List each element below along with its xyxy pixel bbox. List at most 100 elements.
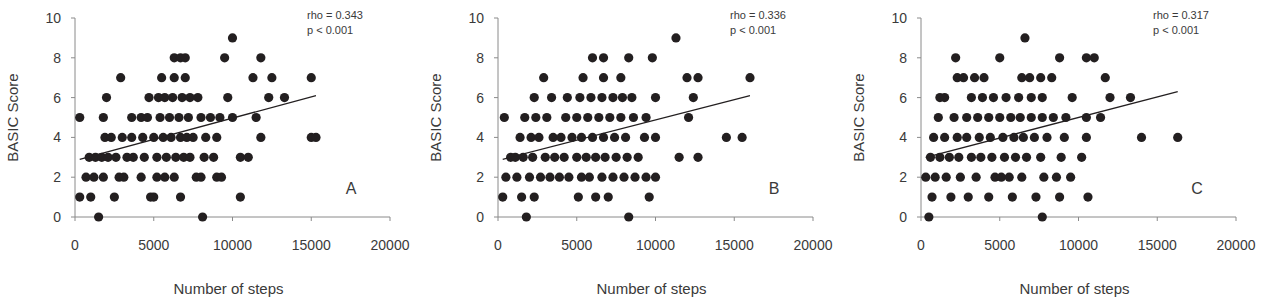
point: [629, 113, 638, 122]
point: [171, 153, 180, 162]
x-tick-label: 0: [494, 237, 502, 253]
point: [1101, 73, 1110, 82]
point: [619, 173, 628, 182]
point: [942, 173, 951, 182]
point: [1049, 113, 1058, 122]
point: [987, 153, 996, 162]
point: [1027, 113, 1036, 122]
point: [599, 53, 608, 62]
point: [1066, 173, 1075, 182]
y-tick: [71, 18, 75, 19]
x-axis-label: Number of steps: [596, 280, 706, 297]
y-tick-label: 6: [476, 90, 484, 106]
x-tick: [655, 217, 656, 221]
point: [520, 113, 529, 122]
point: [605, 113, 614, 122]
point: [1057, 153, 1066, 162]
x-tick: [75, 217, 76, 221]
point: [1005, 173, 1014, 182]
point: [959, 73, 968, 82]
point: [244, 153, 253, 162]
point: [512, 173, 521, 182]
point: [539, 73, 548, 82]
x-tick: [1236, 217, 1237, 221]
point: [561, 113, 570, 122]
point: [530, 193, 539, 202]
point: [956, 173, 965, 182]
x-tick: [999, 217, 1000, 221]
point: [522, 212, 531, 221]
y-tick: [494, 97, 498, 98]
point: [307, 73, 316, 82]
point: [530, 93, 539, 102]
point: [201, 133, 210, 142]
point: [1017, 73, 1026, 82]
point: [228, 33, 237, 42]
point: [641, 113, 650, 122]
x-tick-label: 10000: [213, 237, 252, 253]
point: [1126, 93, 1135, 102]
point: [693, 153, 702, 162]
point: [978, 93, 987, 102]
point: [223, 93, 232, 102]
point: [107, 133, 116, 142]
point: [599, 73, 608, 82]
annotation: p < 0.001: [307, 24, 353, 36]
point: [1055, 53, 1064, 62]
point: [564, 173, 573, 182]
point: [184, 113, 193, 122]
point: [152, 173, 161, 182]
point: [608, 173, 617, 182]
y-tick-label: 4: [53, 129, 61, 145]
point: [588, 53, 597, 62]
point: [75, 113, 84, 122]
point: [252, 113, 261, 122]
x-tick: [1078, 217, 1079, 221]
point: [170, 73, 179, 82]
y-tick-label: 8: [53, 50, 61, 66]
point: [623, 153, 632, 162]
point: [575, 93, 584, 102]
point: [1173, 133, 1182, 142]
point: [500, 113, 509, 122]
point: [995, 113, 1004, 122]
y-tick-label: 6: [899, 90, 907, 106]
point: [280, 93, 289, 102]
x-tick: [232, 217, 233, 221]
point: [1031, 193, 1040, 202]
point: [1008, 193, 1017, 202]
panel: 024681005000100001500020000Number of ste…: [850, 9, 1256, 297]
y-tick-label: 8: [899, 50, 907, 66]
point: [549, 133, 558, 142]
x-tick: [311, 217, 312, 221]
point: [116, 73, 125, 82]
point: [1011, 153, 1020, 162]
point: [143, 113, 152, 122]
point: [119, 173, 128, 182]
point: [1068, 93, 1077, 102]
point: [640, 133, 649, 142]
x-tick-label: 5000: [138, 237, 169, 253]
point: [572, 113, 581, 122]
point: [311, 133, 320, 142]
point: [152, 153, 161, 162]
point: [940, 93, 949, 102]
point: [75, 193, 84, 202]
point: [217, 173, 226, 182]
point: [630, 173, 639, 182]
point: [1020, 33, 1029, 42]
x-tick: [1157, 217, 1158, 221]
y-tick: [71, 97, 75, 98]
point: [99, 173, 108, 182]
point: [624, 212, 633, 221]
plot-area: [498, 33, 754, 221]
point: [612, 153, 621, 162]
point: [526, 133, 535, 142]
point: [689, 93, 698, 102]
point: [174, 113, 183, 122]
point: [515, 133, 524, 142]
point: [597, 173, 606, 182]
point: [94, 212, 103, 221]
point: [591, 193, 600, 202]
point: [1000, 153, 1009, 162]
